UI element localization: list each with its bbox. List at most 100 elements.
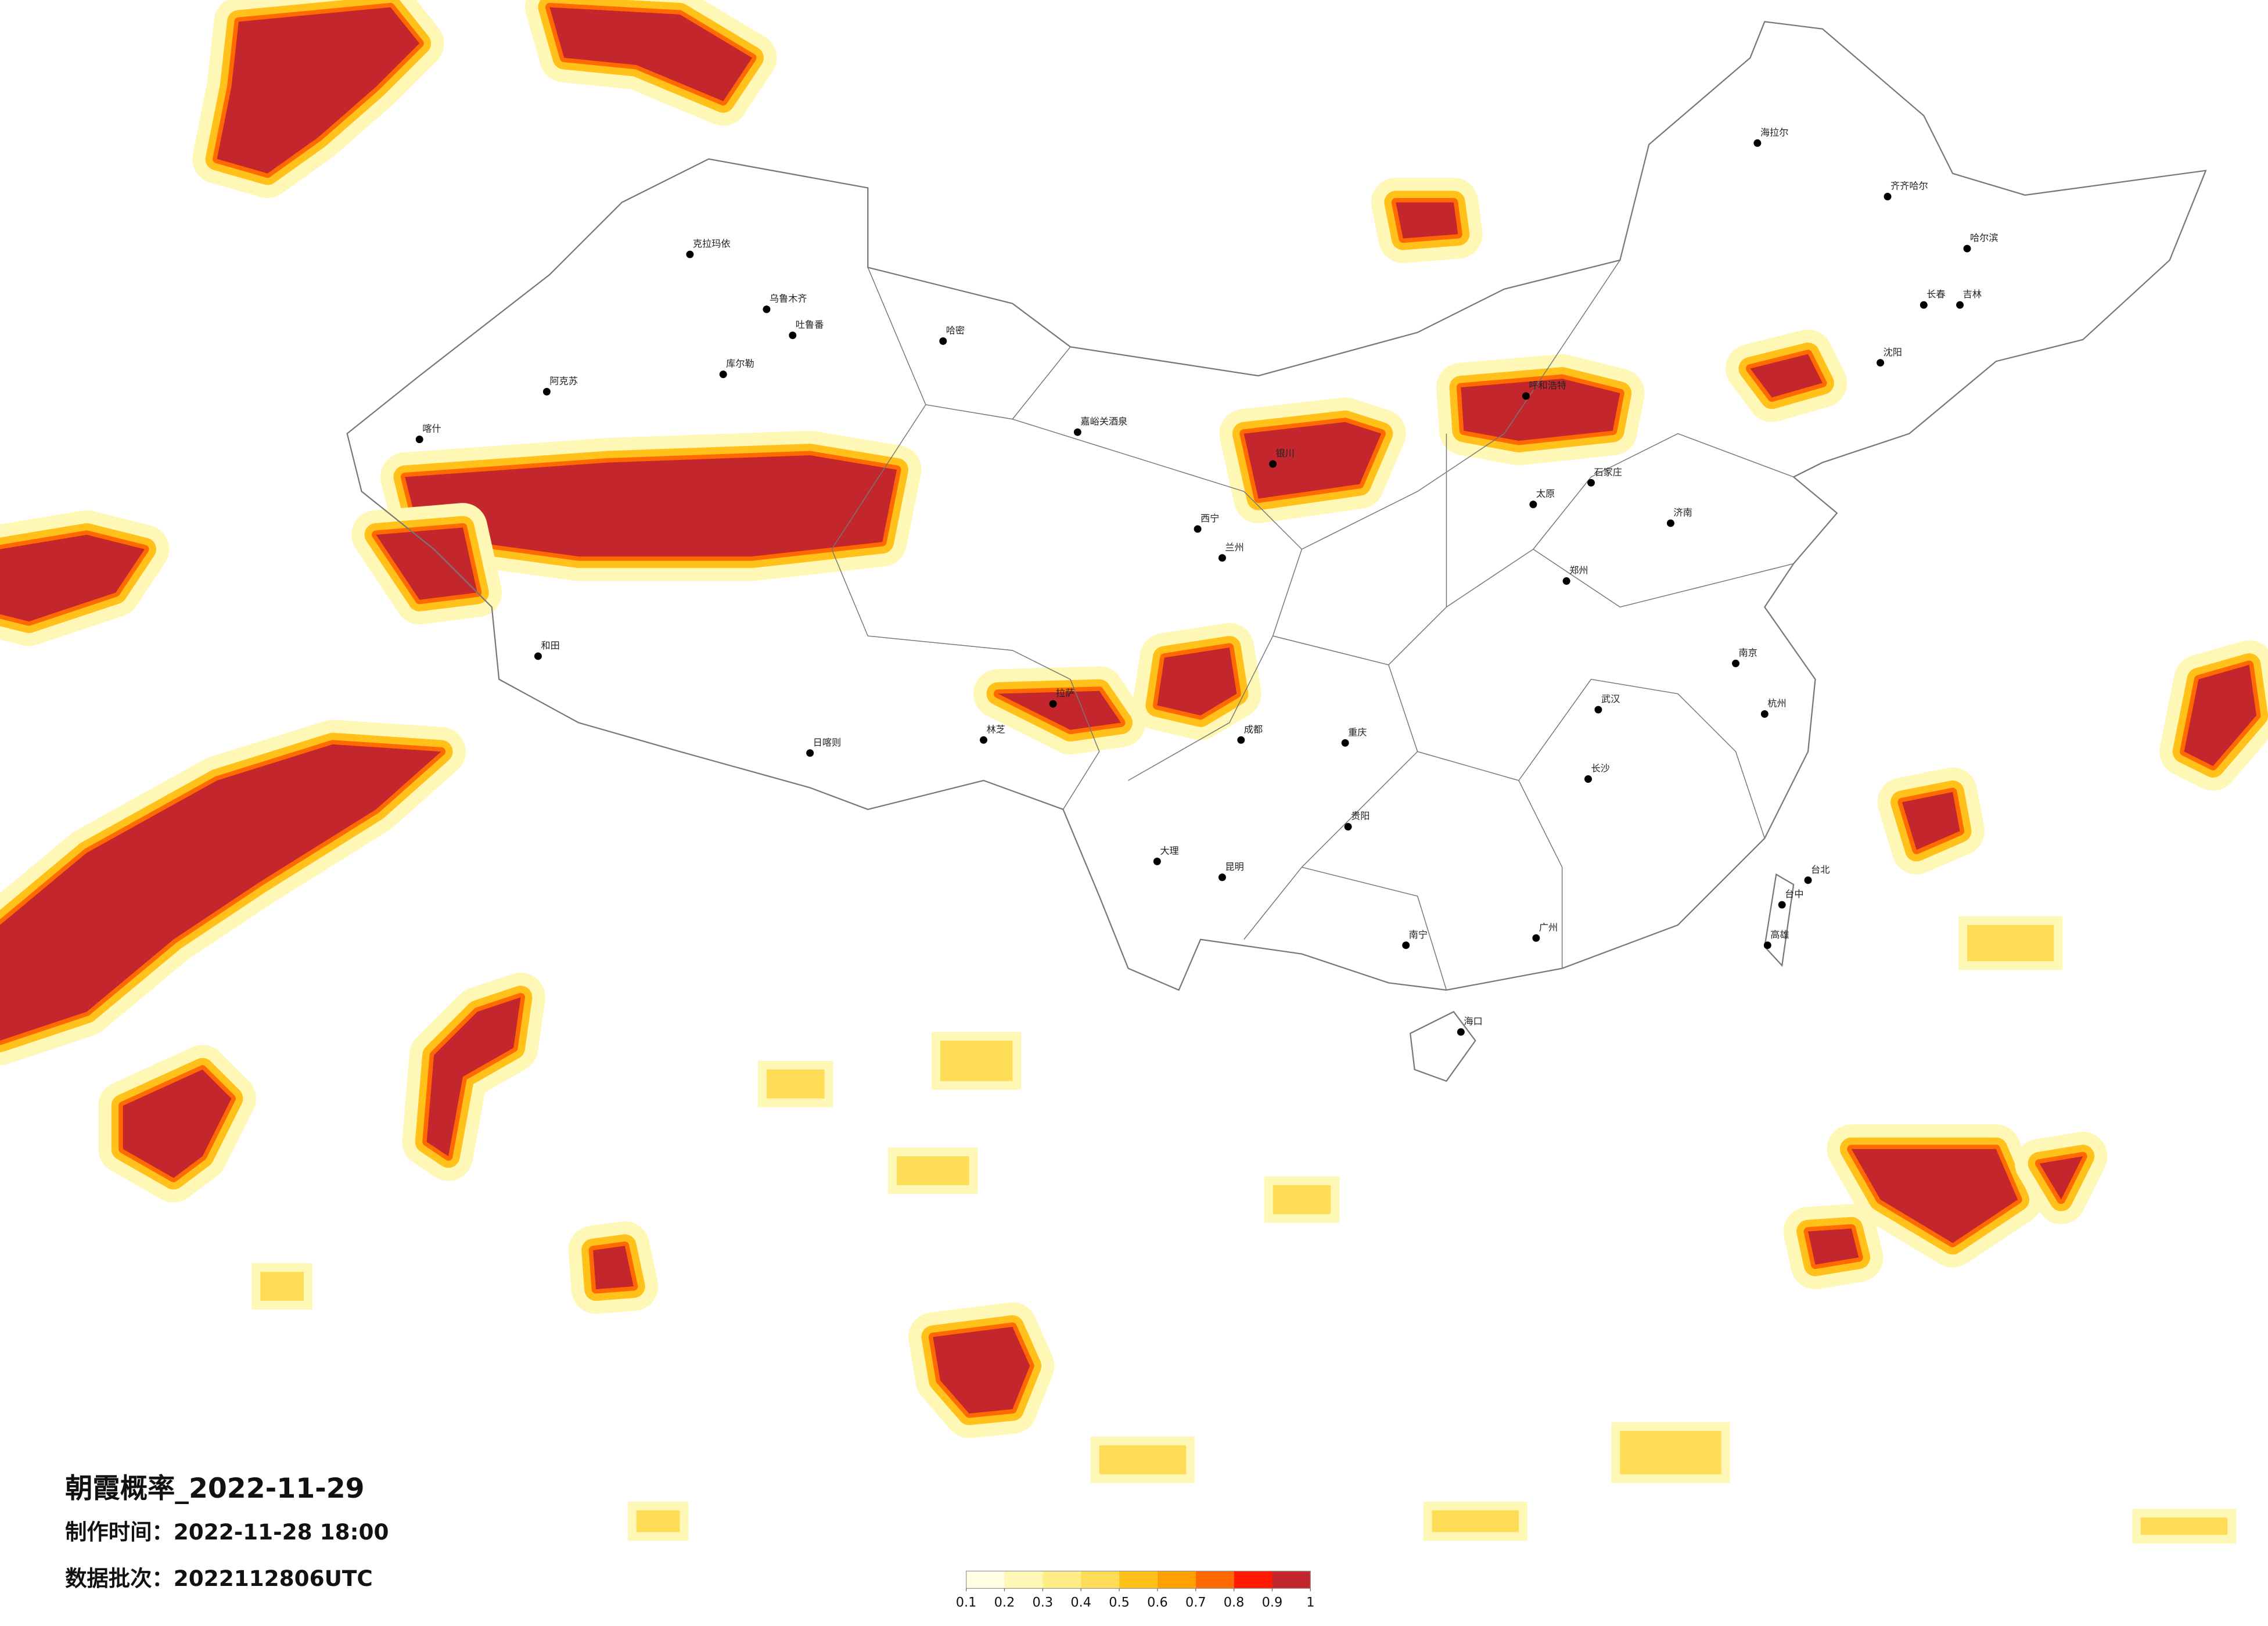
speck — [260, 1272, 304, 1301]
city-dot — [1344, 823, 1352, 831]
colorbar-tick-label: 0.9 — [1262, 1595, 1283, 1610]
city-dot — [1237, 736, 1245, 744]
city-dot — [542, 388, 551, 395]
city-dot — [1532, 934, 1540, 942]
city-label: 海拉尔 — [1760, 127, 1789, 138]
speck — [897, 1156, 969, 1185]
city-label: 和田 — [541, 640, 559, 651]
core — [1851, 1149, 2018, 1243]
city-label: 哈密 — [946, 325, 965, 336]
speck — [1967, 924, 2054, 962]
core — [549, 7, 753, 102]
city-label: 吐鲁番 — [796, 319, 824, 330]
city-dot — [1920, 301, 1928, 309]
colorbar-tick-label: 0.5 — [1109, 1595, 1130, 1610]
city-dot — [1194, 525, 1202, 533]
city-dot — [1877, 359, 1885, 367]
city-label: 长沙 — [1591, 763, 1609, 774]
city-dot — [1529, 501, 1537, 509]
colorbar-tick-label: 0.3 — [1033, 1595, 1054, 1610]
speck — [940, 1041, 1013, 1081]
colorbar-tick-label: 0.7 — [1185, 1595, 1206, 1610]
city-label: 乌鲁木齐 — [770, 293, 807, 304]
city-label: 拉萨 — [1056, 688, 1074, 699]
city-dot — [1594, 706, 1602, 714]
city-dot — [1763, 941, 1771, 949]
city-label: 日喀则 — [813, 737, 842, 748]
city-dot — [719, 370, 727, 379]
core — [1243, 422, 1382, 499]
city-dot — [1562, 577, 1570, 585]
city-label: 南宁 — [1409, 929, 1428, 940]
city-dot — [1666, 519, 1674, 527]
core — [1808, 1228, 1859, 1265]
city-dot — [1341, 739, 1349, 747]
speck — [2140, 1517, 2228, 1535]
core — [1157, 647, 1237, 715]
city-label: 高雄 — [1770, 929, 1789, 940]
core — [123, 1069, 232, 1178]
city-label: 沈阳 — [1884, 347, 1902, 358]
colorbar-segment — [1272, 1571, 1311, 1589]
colorbar-tick-label: 0.4 — [1070, 1595, 1091, 1610]
city-label: 阿克苏 — [549, 376, 578, 387]
city-dot — [1963, 244, 1971, 253]
colorbar-tick-label: 0.1 — [956, 1595, 977, 1610]
city-label: 台北 — [1811, 864, 1830, 875]
city-label: 银川 — [1276, 448, 1295, 459]
colorbar-frame — [965, 1570, 1311, 1589]
probability-field — [0, 0, 2268, 1544]
core — [998, 690, 1122, 730]
city-dot — [789, 331, 797, 339]
core — [593, 1246, 634, 1290]
city-label: 重庆 — [1348, 726, 1367, 738]
core — [1902, 792, 1960, 850]
city-label: 喀什 — [422, 423, 441, 434]
city-label: 大理 — [1160, 845, 1178, 856]
speck — [1432, 1510, 1519, 1533]
colorbar-segment — [1119, 1571, 1158, 1589]
city-label: 西宁 — [1201, 513, 1219, 524]
city-label: 长春 — [1926, 289, 1945, 300]
core — [1461, 379, 1620, 441]
city-dot — [1073, 428, 1081, 436]
borders — [346, 21, 2207, 1082]
city-dot — [1402, 941, 1410, 949]
hainan — [1409, 1010, 1476, 1082]
city-dot — [1587, 479, 1595, 487]
city-dot — [1153, 857, 1161, 865]
city-label: 兰州 — [1225, 542, 1243, 553]
core — [933, 1326, 1030, 1414]
core — [0, 534, 145, 622]
core — [2039, 1156, 2083, 1200]
data-batch: 数据批次：2022112806UTC — [65, 1566, 373, 1591]
colorbar-segment — [1157, 1571, 1196, 1589]
city-dot — [763, 305, 771, 314]
city-label: 郑州 — [1569, 565, 1588, 576]
core — [0, 744, 441, 1041]
city-dot — [1778, 901, 1786, 909]
city-label: 克拉玛依 — [693, 238, 731, 249]
speck — [1273, 1185, 1331, 1214]
city-dot — [1584, 775, 1592, 783]
city-dot — [415, 436, 423, 444]
city-dot — [1218, 554, 1226, 562]
city-label: 齐齐哈尔 — [1890, 181, 1928, 192]
core — [2184, 664, 2257, 767]
core — [1396, 202, 1458, 239]
city-label: 广州 — [1539, 922, 1558, 933]
colorbar: 0.1 0.2 0.3 0.4 0.5 0.6 0.7 0.8 0.9 1 — [956, 1570, 1314, 1610]
made-time: 制作时间：2022-11-28 18:00 — [65, 1519, 389, 1545]
province-lines — [831, 260, 1794, 991]
city-dot — [806, 749, 814, 757]
speck — [636, 1510, 680, 1533]
city-dot — [980, 736, 987, 744]
city-dot — [1457, 1028, 1465, 1036]
city-label: 石家庄 — [1594, 466, 1622, 477]
city-dot — [1753, 139, 1762, 147]
city-dot — [1522, 392, 1530, 400]
city-label: 太原 — [1536, 488, 1555, 499]
city-label: 呼和浩特 — [1529, 380, 1566, 391]
